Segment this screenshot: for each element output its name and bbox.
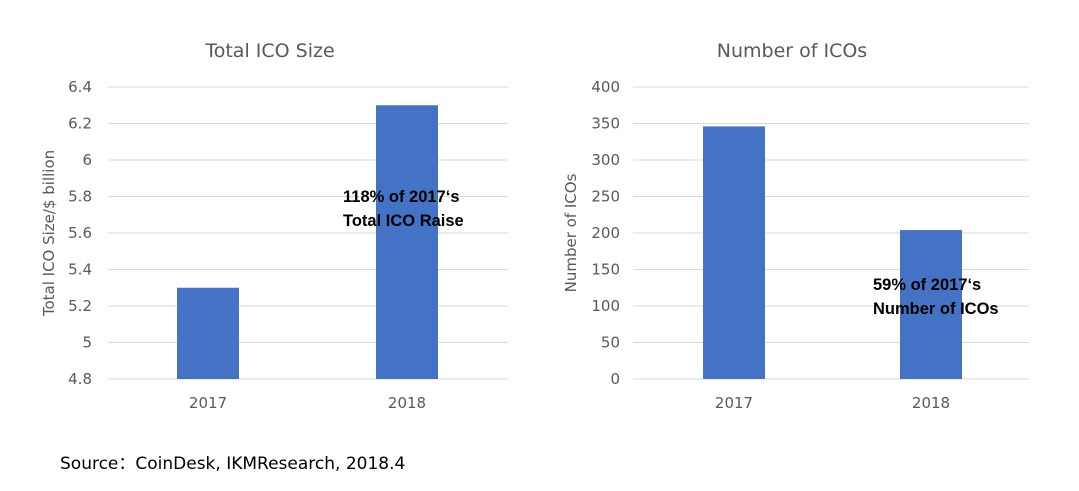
y-tick-labels: 4.8 5 5.2 5.4 5.6 5.8 6 6.2 6.4 [68, 78, 92, 388]
annotation-line-2: Number of ICOs [873, 300, 999, 318]
bar-2018 [900, 230, 962, 379]
source-note: Source：CoinDesk, IKMResearch, 2018.4 [60, 454, 405, 474]
y-tick-label: 200 [591, 224, 620, 242]
y-axis-label: Total ICO Size/$ billion [40, 150, 58, 317]
chart-title: Total ICO Size [204, 40, 334, 62]
x-tick-label: 2018 [912, 394, 950, 412]
x-tick-labels: 2017 2018 [715, 394, 950, 412]
y-tick-label: 5.6 [68, 224, 92, 242]
y-tick-label: 150 [591, 261, 620, 279]
bar-2017 [703, 126, 765, 379]
bars [177, 105, 438, 379]
x-tick-label: 2018 [388, 394, 426, 412]
y-tick-label: 4.8 [68, 370, 92, 388]
y-tick-label: 5 [82, 334, 92, 352]
chart-total-ico-size: Total ICO Size 4.8 5 5.2 5.4 5.6 5.8 6 6.2 6.4 2… [40, 40, 508, 412]
chart-number-of-icos: Number of ICOs 050100150200250300350400 … [562, 40, 1029, 412]
y-tick-label: 350 [591, 115, 620, 133]
y-tick-labels: 0 50 100 150 200 250 300 350 400 [591, 78, 620, 388]
y-tick-label: 5.4 [68, 261, 92, 279]
annotation-line-1: 118% of 2017‘s [343, 188, 460, 206]
bar-2018 [376, 105, 438, 379]
x-tick-labels: 2017 2018 [189, 394, 426, 412]
gridlines [633, 86, 1029, 380]
y-tick-label: 100 [591, 297, 620, 315]
chart-title: Number of ICOs [717, 40, 867, 62]
y-tick-label: 0 [610, 370, 620, 388]
y-tick-label: 6 [82, 151, 92, 169]
y-tick-label: 5.2 [68, 297, 92, 315]
y-tick-label: 400 [591, 78, 620, 96]
y-tick-label: 250 [591, 188, 620, 206]
y-tick-label: 6.2 [68, 115, 92, 133]
annotation-line-2: Total ICO Raise [343, 212, 464, 230]
y-tick-label: 6.4 [68, 78, 92, 96]
bar-2017 [177, 287, 239, 379]
y-tick-label: 300 [591, 151, 620, 169]
y-tick-label: 50 [601, 334, 620, 352]
y-tick-label: 5.8 [68, 188, 92, 206]
y-axis-label: Number of ICOs [562, 173, 580, 292]
bars [703, 126, 962, 379]
gridlines [108, 86, 508, 380]
x-tick-label: 2017 [715, 394, 753, 412]
x-tick-label: 2017 [189, 394, 227, 412]
annotation-line-1: 59% of 2017‘s [873, 276, 981, 294]
